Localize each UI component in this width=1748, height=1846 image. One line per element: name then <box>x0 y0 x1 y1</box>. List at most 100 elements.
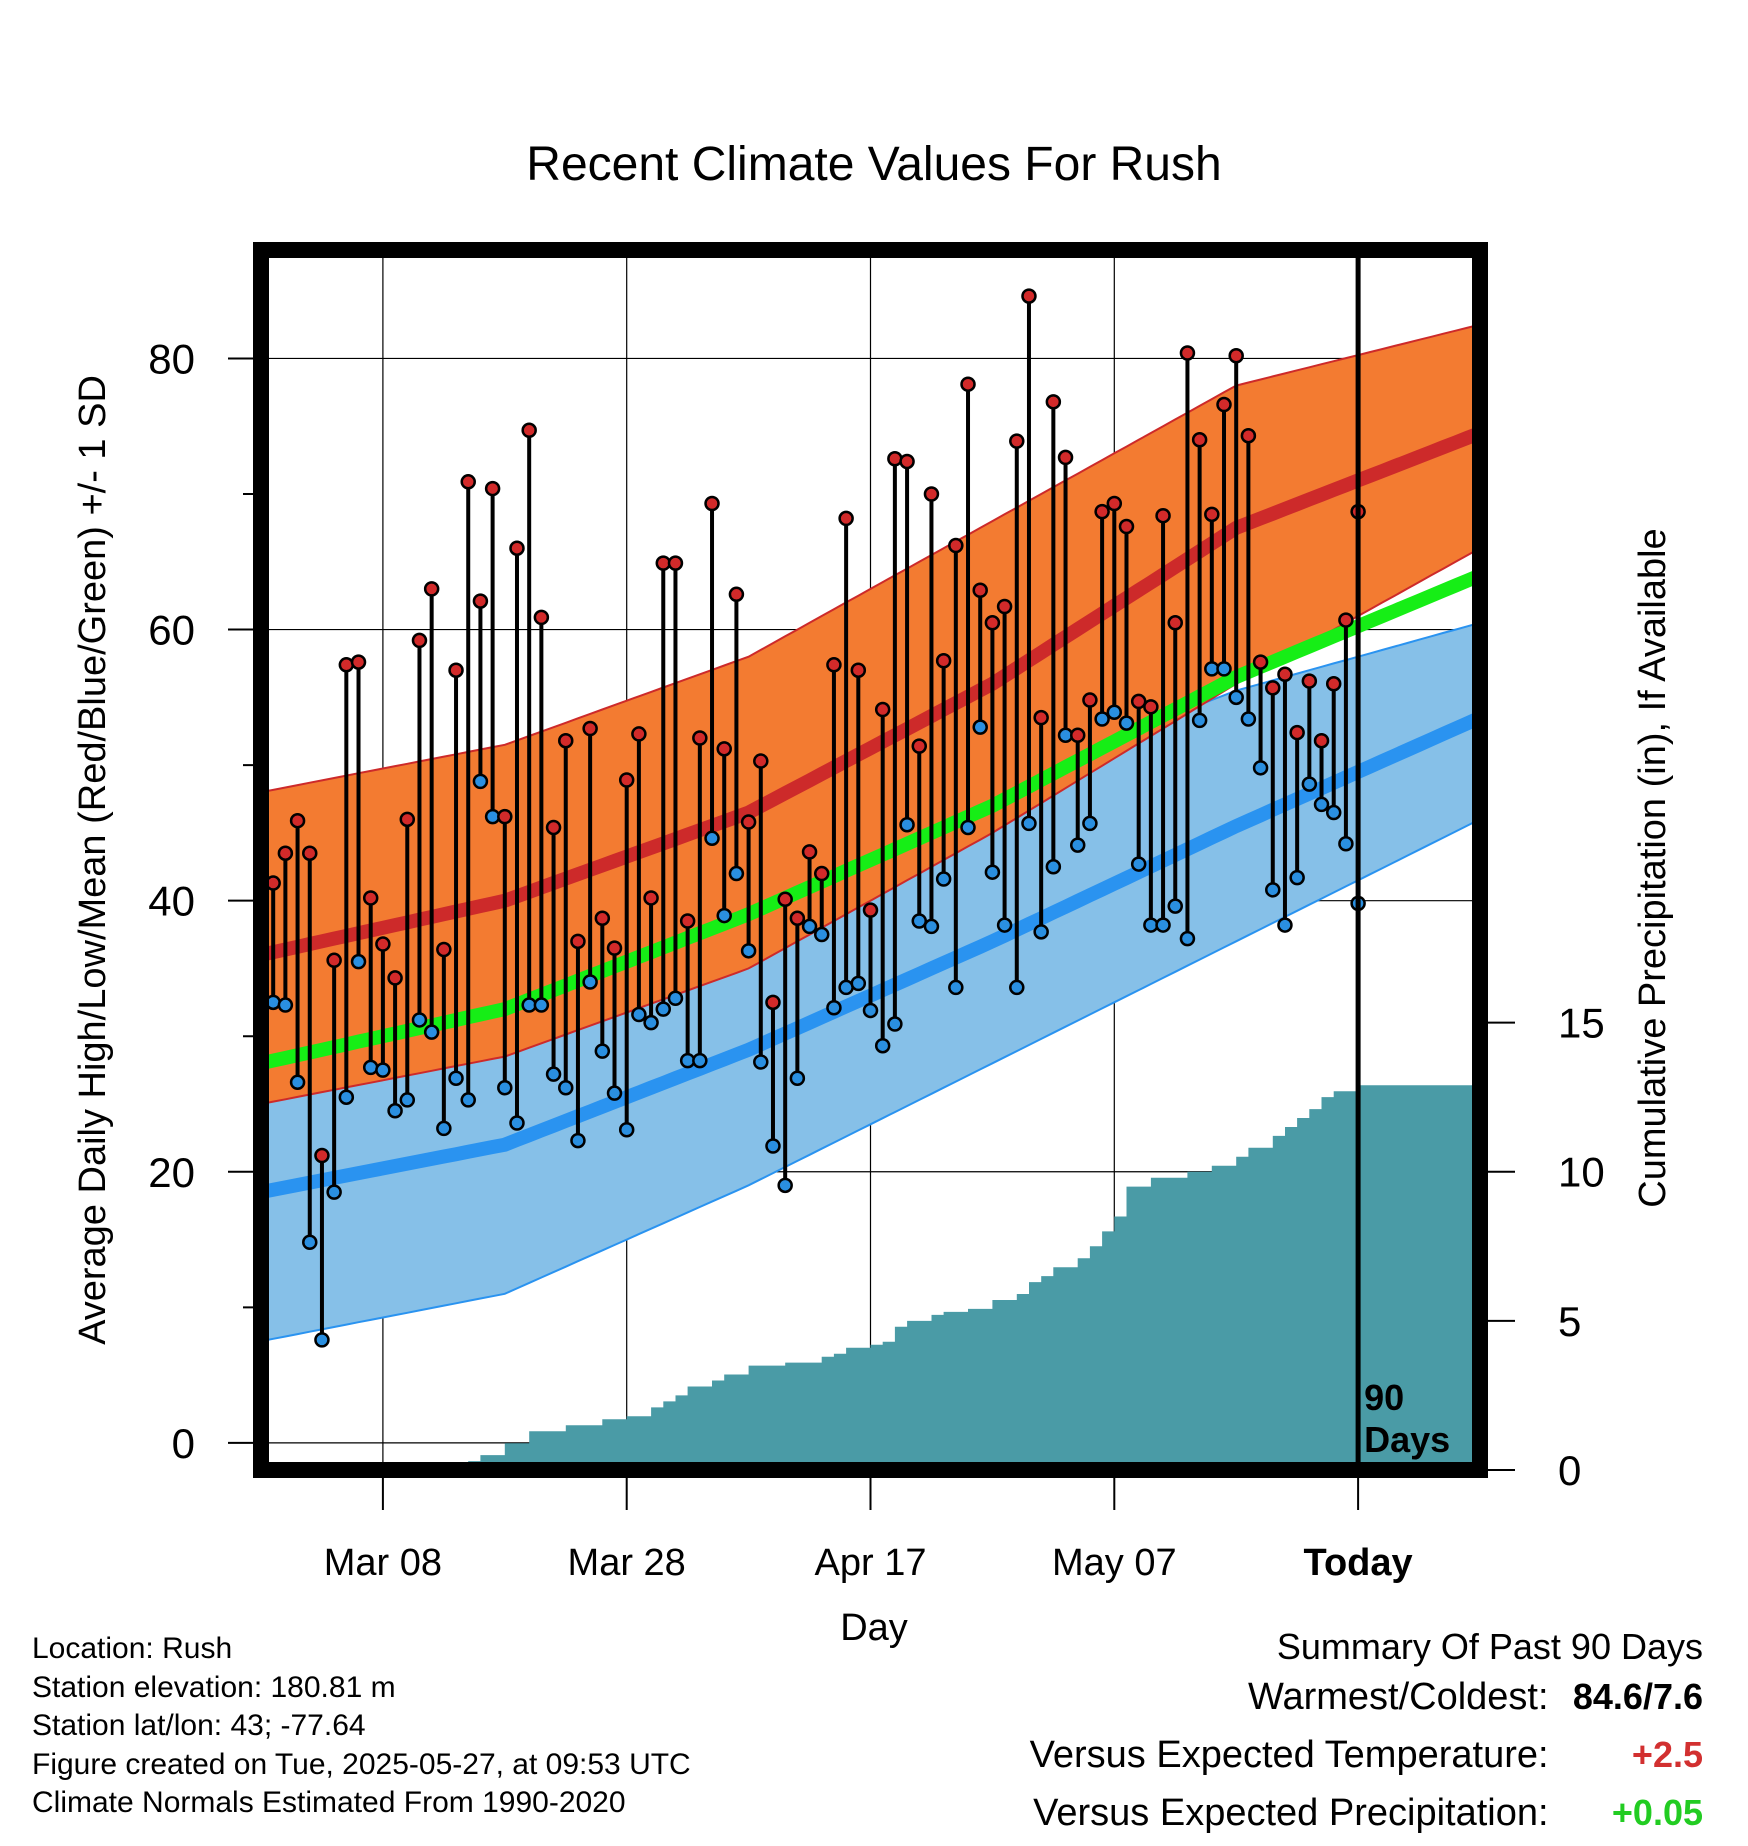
daily-low-dot <box>326 1184 342 1200</box>
daily-low-dot <box>497 1079 513 1096</box>
daily-high-dot <box>472 593 489 609</box>
daily-low-dot <box>350 953 367 970</box>
daily-high-dot <box>436 941 452 958</box>
daily-low-dot <box>1240 711 1257 727</box>
daily-low-dot <box>704 830 720 847</box>
daily-low-dot <box>606 1085 623 1101</box>
daily-high-dot <box>1338 612 1354 628</box>
daily-high-dot <box>326 952 342 969</box>
daily-high-dot <box>862 902 879 918</box>
daily-high-dot <box>1167 615 1183 631</box>
daily-high-dot <box>704 495 720 512</box>
daily-high-dot <box>1082 692 1098 708</box>
daily-low-dot <box>960 819 976 836</box>
daily-high-dot <box>1130 693 1147 710</box>
daily-high-dot <box>497 808 513 825</box>
daily-high-dot <box>362 890 379 906</box>
daily-low-dot <box>801 918 818 935</box>
daily-stems <box>271 296 1361 1340</box>
daily-low-dot <box>789 1070 806 1086</box>
daily-high-dot <box>1277 666 1293 683</box>
daily-low-dot <box>1069 837 1086 853</box>
daily-low-dot <box>1167 898 1183 914</box>
y2-tick-label-2: 10 <box>1558 1149 1605 1196</box>
daily-high-dot <box>923 486 940 502</box>
daily-high-dot <box>314 1147 330 1164</box>
daily-high-dot <box>1143 699 1159 715</box>
daily-dots <box>265 288 1366 1348</box>
daily-low-dot <box>448 1070 464 1086</box>
daily-low-dot <box>826 1000 842 1016</box>
x-tick-label-2: Apr 17 <box>815 1542 927 1584</box>
daily-low-dot <box>1338 835 1354 852</box>
daily-high-dot <box>911 738 928 754</box>
daily-high-dot <box>753 753 769 769</box>
daily-high-dot <box>765 994 781 1011</box>
daily-high-dot <box>960 376 976 392</box>
daily-high-dot <box>1155 507 1171 524</box>
x-tick-label-0: Mar 08 <box>324 1542 442 1584</box>
x-tick-label-1: Mar 28 <box>568 1542 686 1584</box>
daily-low-dot <box>1033 924 1049 940</box>
daily-high-dot <box>594 910 611 927</box>
y2-tick-label-0: 0 <box>1558 1447 1581 1494</box>
daily-low-dot <box>277 997 294 1013</box>
elevation-text: Station elevation: 180.81 m <box>32 1670 396 1704</box>
daily-low-dot <box>899 817 915 833</box>
daily-low-dot <box>1082 815 1098 832</box>
daily-high-dot <box>1289 724 1305 741</box>
daily-high-dot <box>606 940 623 956</box>
daily-high-dot <box>692 730 708 746</box>
daily-low-dot <box>1106 704 1123 720</box>
daily-low-dot <box>1118 715 1135 731</box>
daily-low-dot <box>1179 930 1196 947</box>
daily-high-dot <box>1204 506 1220 523</box>
daily-high-dot <box>1240 427 1257 444</box>
daily-low-dot <box>1216 661 1232 677</box>
y-axis-label: Average Daily High/Low/Mean (Red/Blue/Gr… <box>72 375 114 1345</box>
y-tick-label-1: 20 <box>148 1149 195 1196</box>
daily-high-dot <box>813 865 830 882</box>
daily-low-dot <box>765 1138 781 1154</box>
temp-vs-expected-label: Versus Expected Temperature: <box>1029 1734 1549 1776</box>
daily-low-dot <box>387 1103 403 1119</box>
daily-high-dot <box>887 451 903 467</box>
location-text: Location: Rush <box>32 1632 233 1665</box>
y2-tick-label-3: 15 <box>1558 1000 1605 1047</box>
daily-high-dot <box>1265 680 1281 696</box>
x-tick-label-4: Today <box>1304 1542 1413 1584</box>
daily-high-dot <box>1179 345 1196 361</box>
station-info: Location: Rush Station elevation: 180.81… <box>32 1630 691 1823</box>
daily-high-dot <box>1228 347 1244 364</box>
daily-high-dot <box>631 726 647 742</box>
daily-low-dot <box>423 1024 440 1040</box>
daily-low-dot <box>1045 859 1062 875</box>
daily-low-dot <box>777 1177 793 1194</box>
daily-high-dot <box>387 970 403 986</box>
precipitation-layer <box>261 1082 1480 1470</box>
daily-low-dot <box>436 1120 452 1137</box>
daily-low-dot <box>1289 869 1305 886</box>
daily-high-dot <box>1094 503 1110 520</box>
daily-high-dot <box>984 615 1001 631</box>
daily-low-dot <box>655 1001 672 1017</box>
daily-low-dot <box>1094 711 1110 727</box>
daily-low-dot <box>375 1062 391 1078</box>
daily-low-dot <box>570 1132 586 1149</box>
daily-high-dot <box>728 586 745 603</box>
daily-high-dot <box>801 844 818 860</box>
plot-area <box>261 250 1480 1470</box>
daily-high-dot <box>1057 449 1074 466</box>
daily-high-dot <box>740 814 757 830</box>
daily-low-dot <box>1155 917 1171 933</box>
daily-high-dot <box>716 741 732 757</box>
daily-high-dot <box>558 732 574 749</box>
daily-high-dot <box>1252 654 1269 670</box>
y2-tick-label-1: 5 <box>1558 1298 1581 1345</box>
daily-low-dot <box>1191 712 1208 729</box>
daily-low-dot <box>1228 689 1244 706</box>
daily-low-dot <box>984 864 1001 880</box>
daily-low-dot <box>411 1012 428 1028</box>
daily-low-dot <box>1009 979 1025 996</box>
